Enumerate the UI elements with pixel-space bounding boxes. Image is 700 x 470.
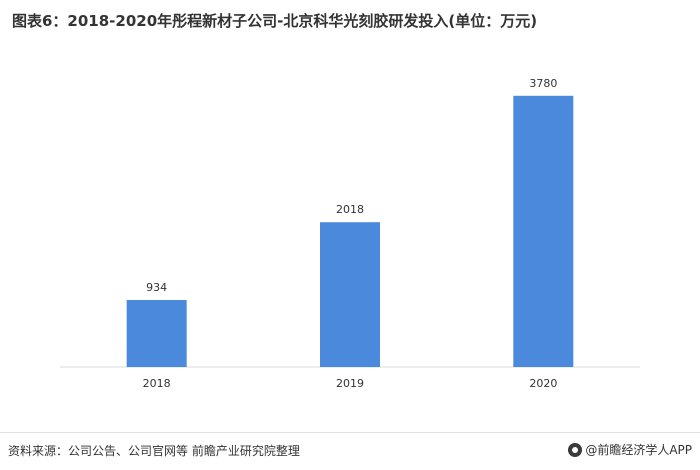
brand-logo-icon <box>568 442 583 457</box>
brand-label: @前瞻经济学人APP <box>585 443 692 457</box>
brand-credit: @前瞻经济学人APP <box>568 441 692 458</box>
bars-layer <box>126 95 574 367</box>
bar-2020 <box>513 95 574 367</box>
bar-2019 <box>320 222 380 367</box>
x-tick-label-2018: 2018 <box>143 377 171 390</box>
value-label-2020: 3780 <box>529 77 557 90</box>
footer-divider <box>0 432 700 433</box>
labels-layer: 934 2018 2018 2019 3780 2020 <box>143 77 558 390</box>
bar-chart: 934 2018 2018 2019 3780 2020 <box>60 77 640 390</box>
x-tick-label-2019: 2019 <box>336 377 364 390</box>
value-label-2018: 934 <box>146 281 167 294</box>
bar-2018 <box>126 299 187 367</box>
source-note: 资料来源：公司公告、公司官网等 前瞻产业研究院整理 <box>8 444 300 458</box>
chart-title: 图表6：2018-2020年彤程新材子公司-北京科华光刻胶研发投入(单位：万元) <box>12 12 538 30</box>
x-tick-label-2020: 2020 <box>529 377 557 390</box>
value-label-2019: 2018 <box>336 203 364 216</box>
